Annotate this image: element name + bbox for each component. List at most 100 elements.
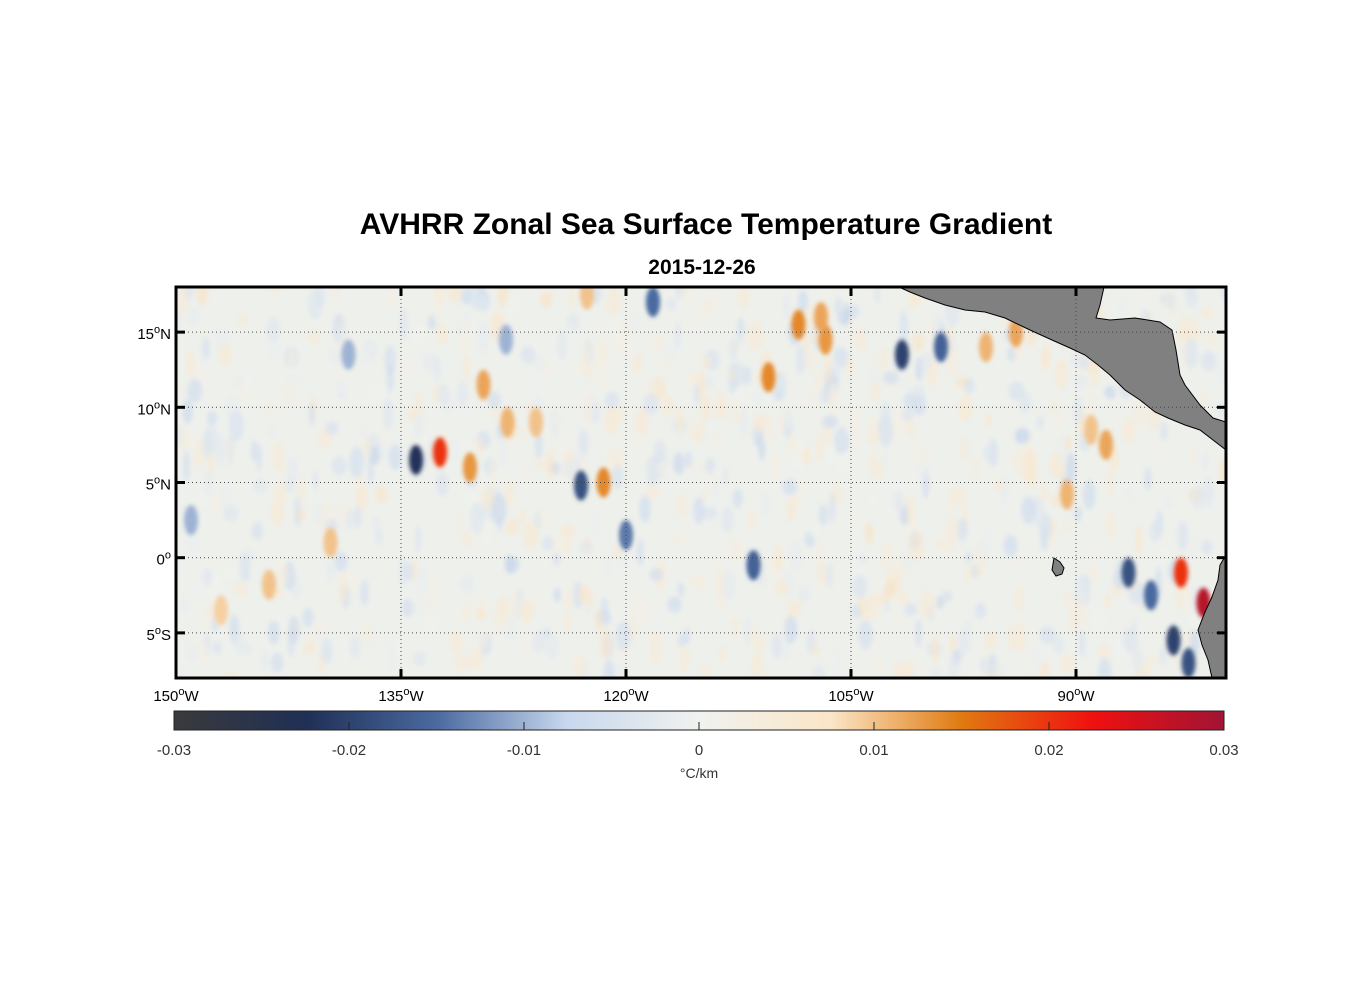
gradient-speckle [772, 452, 780, 483]
gradient-speckle [659, 396, 666, 415]
gradient-feature [463, 452, 477, 483]
gradient-speckle [367, 382, 384, 400]
gradient-speckle [327, 560, 335, 583]
gradient-speckle [310, 459, 324, 474]
land-galapagos [1051, 557, 1065, 577]
gradient-speckle [753, 389, 766, 407]
gradient-speckle [257, 380, 265, 394]
gradient-speckle [182, 398, 193, 425]
land-central-america [898, 287, 1226, 451]
gradient-speckle [677, 582, 685, 597]
gradient-speckle [1116, 299, 1129, 317]
gradient-speckle [891, 661, 903, 678]
gradient-speckle [945, 350, 962, 378]
gradient-speckle [1186, 290, 1201, 309]
gradient-speckle [202, 611, 211, 632]
gradient-speckle [182, 450, 191, 482]
gradient-speckle [348, 635, 362, 660]
gradient-speckle [577, 541, 594, 556]
gradient-speckle [751, 653, 764, 678]
gradient-speckle [399, 308, 409, 341]
gradient-speckle [384, 344, 397, 376]
gradient-speckle [581, 341, 592, 372]
gradient-feature [1166, 625, 1181, 656]
map-area: 150oW 135oW 120oW 105oW 90oW 15oN 10oN 5oN 0o 5o… [137, 285, 1228, 705]
gradient-speckle [896, 590, 911, 606]
gradient-speckle [1157, 446, 1166, 464]
gradient-speckle [1217, 361, 1226, 385]
gradient-speckle [272, 486, 284, 508]
gradient-speckle [910, 440, 921, 465]
gradient-speckle [375, 484, 388, 503]
gradient-speckle [410, 600, 425, 619]
gradient-speckle [929, 357, 938, 388]
gradient-feature [500, 407, 515, 438]
gradient-speckle [439, 412, 448, 430]
gradient-speckle [550, 410, 563, 431]
gradient-speckle [218, 485, 234, 507]
gradient-speckle [306, 329, 321, 345]
gradient-speckle [982, 648, 989, 677]
gradient-speckle [1065, 598, 1078, 631]
gradient-speckle [743, 616, 751, 649]
gradient-speckle [689, 309, 705, 325]
gradient-speckle [422, 352, 436, 373]
gradient-speckle [644, 485, 661, 501]
gradient-speckle [685, 450, 693, 468]
gradient-speckle [670, 636, 680, 652]
gradient-speckle [567, 328, 579, 354]
gradient-feature [1060, 479, 1074, 510]
colorbar-tick-label: -0.01 [507, 742, 541, 759]
gradient-speckle [761, 491, 771, 518]
gradient-speckle [297, 475, 307, 505]
gradient-speckle [469, 502, 485, 534]
colorbar-unit: °C/km [680, 765, 718, 781]
gradient-speckle [523, 520, 539, 550]
gradient-speckle [504, 292, 520, 315]
gradient-speckle [1073, 395, 1084, 426]
gradient-speckle [1015, 429, 1028, 442]
gradient-speckle [1176, 326, 1191, 342]
gradient-feature [580, 287, 594, 310]
gradient-speckle [266, 423, 278, 438]
gradient-speckle [1104, 386, 1116, 400]
gradient-speckle [959, 392, 973, 422]
gradient-feature [1174, 557, 1188, 588]
gradient-speckle [350, 567, 359, 595]
gradient-speckle [313, 502, 326, 528]
gradient-speckle [552, 552, 561, 566]
gradient-speckle [984, 523, 994, 550]
gradient-speckle [566, 312, 580, 331]
gradient-speckle [520, 345, 536, 364]
gradient-speckle [829, 492, 836, 524]
gradient-speckle [1011, 446, 1023, 476]
gradient-feature [646, 287, 660, 318]
gradient-speckle [677, 634, 689, 648]
gradient-speckle [214, 433, 226, 465]
gradient-speckle [1189, 610, 1202, 626]
gradient-speckle [182, 421, 196, 449]
gradient-speckle [454, 652, 465, 672]
gradient-speckle [1074, 596, 1089, 617]
gradient-speckle [284, 371, 301, 384]
gradient-speckle [226, 434, 235, 467]
gradient-speckle [652, 335, 664, 349]
gradient-speckle [1218, 458, 1226, 485]
gradient-speckle [461, 530, 473, 548]
gradient-speckle [892, 490, 906, 514]
gradient-speckle [552, 532, 568, 555]
gradient-speckle [241, 375, 253, 390]
gradient-speckle [313, 621, 330, 635]
gradient-speckle [1058, 435, 1067, 467]
gradient-speckle [223, 670, 239, 678]
gradient-speckle [553, 587, 561, 603]
gradient-speckle [275, 358, 284, 384]
gradient-speckle [334, 365, 350, 393]
colorbar-tick-label: 0.01 [859, 742, 888, 759]
gradient-feature [791, 309, 806, 340]
gradient-speckle [179, 598, 191, 614]
gradient-speckle [1143, 467, 1152, 492]
gradient-speckle [332, 287, 341, 301]
gradient-speckle [1055, 358, 1068, 390]
gradient-speckle [426, 430, 438, 443]
